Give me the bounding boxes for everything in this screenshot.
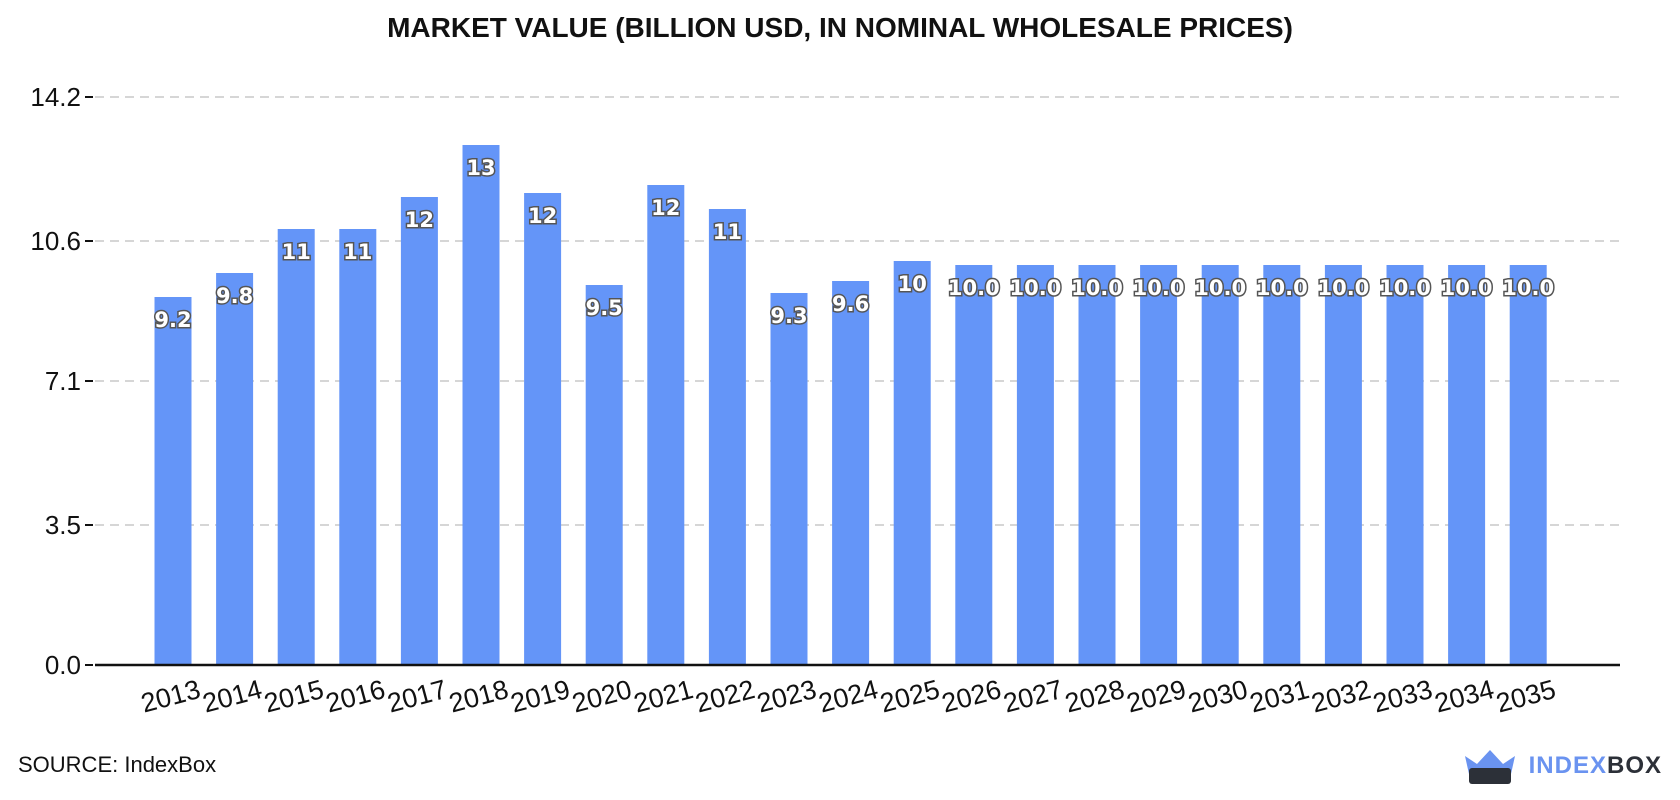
y-tick-label: 0.0: [45, 650, 81, 680]
x-tick-label: 2030: [1185, 674, 1251, 719]
y-tick-label: 3.5: [45, 510, 81, 540]
bar: [1509, 265, 1547, 665]
x-tick-label: 2033: [1370, 674, 1436, 719]
source-note: SOURCE: IndexBox: [18, 752, 217, 777]
x-tick-label: 2019: [507, 674, 573, 719]
data-label: 10.0: [1071, 276, 1123, 300]
x-tick-label: 2034: [1431, 674, 1497, 719]
bar: [893, 261, 931, 665]
x-tick-label: 2025: [877, 674, 943, 719]
x-tick-label: 2015: [261, 674, 327, 719]
bar: [339, 229, 377, 665]
logo-text: INDEXBOX: [1528, 752, 1662, 779]
data-label: 13: [466, 156, 495, 180]
indexbox-logo: INDEXBOX: [1463, 746, 1662, 786]
bar: [1140, 265, 1178, 665]
bar: [1263, 265, 1301, 665]
bar: [277, 229, 315, 665]
bar: [647, 185, 685, 665]
x-tick-label: 2028: [1062, 674, 1128, 719]
data-label: 12: [528, 204, 557, 228]
x-tick-label: 2020: [569, 674, 635, 719]
y-tick-label: 10.6: [30, 226, 81, 256]
x-tick-label: 2018: [446, 674, 512, 719]
data-label: 9.8: [216, 284, 253, 308]
x-tick-label: 2026: [939, 674, 1005, 719]
y-tick-label: 7.1: [45, 366, 81, 396]
data-label: 10.0: [1317, 276, 1369, 300]
bar: [1078, 265, 1116, 665]
data-label: 10.0: [1133, 276, 1185, 300]
x-tick-label: 2027: [1000, 674, 1066, 719]
data-label: 10.0: [1256, 276, 1308, 300]
bar: [708, 209, 746, 665]
data-label: 12: [651, 196, 680, 220]
data-label: 9.2: [154, 308, 191, 332]
bar: [770, 293, 808, 665]
data-label: 10.0: [1502, 276, 1554, 300]
bar: [1016, 265, 1054, 665]
x-tick-label: 2014: [199, 674, 265, 719]
y-tick-label: 14.2: [30, 82, 81, 112]
bar: [955, 265, 993, 665]
bar: [1201, 265, 1239, 665]
data-label: 10.0: [1194, 276, 1246, 300]
data-label: 11: [343, 240, 372, 264]
data-label: 9.5: [586, 296, 623, 320]
x-tick-label: 2016: [323, 674, 389, 719]
data-label: 10.0: [1009, 276, 1061, 300]
bar: [585, 285, 623, 665]
data-label: 10.0: [1441, 276, 1493, 300]
x-tick-label: 2021: [631, 674, 697, 719]
x-tick-label: 2024: [815, 674, 881, 719]
bar: [1324, 265, 1362, 665]
crown-box-icon: [1464, 750, 1515, 784]
data-label: 12: [405, 208, 434, 232]
chart-title: MARKET VALUE (BILLION USD, IN NOMINAL WH…: [387, 12, 1293, 43]
bar: [1448, 265, 1486, 665]
bar: [400, 197, 438, 665]
bar: [154, 297, 192, 665]
bar: [216, 273, 254, 665]
bar: [462, 145, 500, 665]
data-label: 9.6: [832, 292, 869, 316]
x-tick-label: 2022: [692, 674, 758, 719]
data-label: 10.0: [948, 276, 1000, 300]
bar: [1386, 265, 1424, 665]
bar: [524, 193, 562, 665]
x-tick-label: 2013: [138, 674, 204, 719]
x-tick-label: 2035: [1493, 674, 1559, 719]
data-label: 11: [282, 240, 311, 264]
data-label: 11: [713, 220, 742, 244]
bar: [832, 281, 870, 665]
data-label: 9.3: [770, 304, 807, 328]
x-tick-label: 2032: [1308, 674, 1374, 719]
data-label: 10.0: [1379, 276, 1431, 300]
x-tick-label: 2031: [1247, 674, 1313, 719]
x-tick-label: 2017: [384, 674, 450, 719]
x-tick-label: 2023: [754, 674, 820, 719]
x-tick-label: 2029: [1123, 674, 1189, 719]
data-label: 10: [898, 272, 927, 296]
